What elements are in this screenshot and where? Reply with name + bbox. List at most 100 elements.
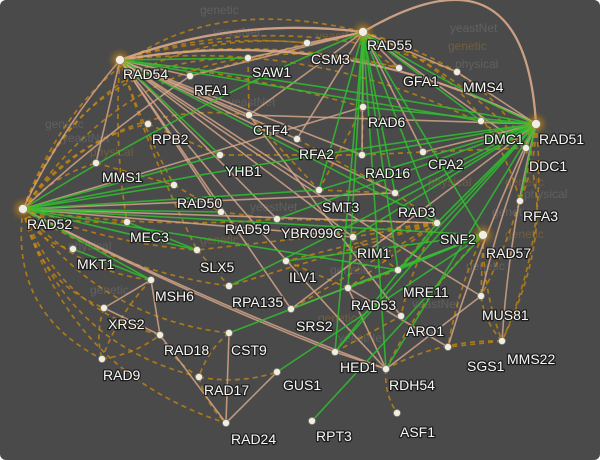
node-RAD17[interactable] bbox=[195, 373, 203, 381]
edge-RAD54-RAD51[interactable] bbox=[119, 59, 537, 125]
edge-RAD52-GFA1[interactable] bbox=[22, 53, 400, 210]
node-RFA2[interactable] bbox=[293, 135, 301, 143]
edge-RAD52-RAD6[interactable] bbox=[22, 106, 364, 210]
node-RAD53[interactable] bbox=[344, 284, 352, 292]
edge-RAD54-SRS2[interactable] bbox=[119, 59, 292, 310]
node-MUS81[interactable] bbox=[477, 292, 485, 300]
node-SGS1[interactable] bbox=[444, 343, 452, 351]
edge-RAD51-MRE11[interactable] bbox=[397, 123, 537, 271]
edge-RDH54-MUS81[interactable] bbox=[385, 295, 482, 370]
edge-RAD55-RAD3[interactable] bbox=[362, 31, 396, 194]
edge-RIM1-MRE11[interactable] bbox=[352, 236, 399, 271]
edge-RAD55-DMC1[interactable] bbox=[362, 31, 482, 122]
edge-RAD54-SLX5[interactable] bbox=[119, 59, 198, 251]
node-MMS4[interactable] bbox=[453, 68, 461, 76]
edge-HED1-RDH54[interactable] bbox=[334, 351, 387, 370]
edge-MKT1-MSH6[interactable] bbox=[72, 248, 152, 281]
node-RDH54[interactable] bbox=[382, 365, 390, 373]
edge-SLX5-RPA135[interactable] bbox=[196, 249, 230, 287]
edge-RAD51-MMS22[interactable] bbox=[501, 123, 537, 342]
node-RPA135[interactable] bbox=[225, 282, 233, 290]
node-XRS2[interactable] bbox=[100, 304, 108, 312]
edge-RAD51-SNF2[interactable] bbox=[436, 123, 537, 224]
edge-RAD51-MMS4[interactable] bbox=[456, 71, 537, 125]
edge-RDH54-RAD53[interactable] bbox=[347, 287, 387, 370]
edge-RAD18-RAD24[interactable] bbox=[159, 334, 227, 424]
edge-HED1-ARO1[interactable] bbox=[334, 315, 402, 353]
edge-RAD52-MSH6[interactable] bbox=[22, 208, 152, 281]
edge-CTF4-SMT3[interactable] bbox=[248, 114, 320, 191]
edge-RAD51-MMS22[interactable] bbox=[501, 123, 540, 342]
edge-RAD55-RDH54[interactable] bbox=[362, 31, 387, 370]
node-RIM1[interactable] bbox=[349, 233, 357, 241]
node-RPT3[interactable] bbox=[308, 417, 316, 425]
edge-RAD51-SRS2[interactable] bbox=[290, 123, 537, 310]
edge-HED1-SNF2[interactable] bbox=[334, 222, 438, 353]
edge-RAD52-SNF2[interactable] bbox=[22, 208, 438, 224]
edge-RAD52-YHB1[interactable] bbox=[22, 154, 221, 210]
edge-RAD55-RAD53[interactable] bbox=[347, 31, 364, 289]
edge-RAD51-CTF4[interactable] bbox=[248, 114, 537, 125]
edge-RAD54-MEC3[interactable] bbox=[117, 59, 128, 223]
edge-RAD52-RAD55[interactable] bbox=[22, 31, 364, 210]
edge-RAD55-MMS4[interactable] bbox=[362, 31, 458, 73]
edge-RAD52-MRE11[interactable] bbox=[22, 208, 399, 271]
node-RAD24[interactable] bbox=[222, 419, 230, 427]
node-MMS22[interactable] bbox=[498, 337, 506, 345]
edge-MSH6-RAD18[interactable] bbox=[150, 279, 161, 336]
edge-RFA2-RAD3[interactable] bbox=[296, 138, 396, 194]
edge-RAD17-GUS1[interactable] bbox=[198, 371, 278, 381]
node-RAD9[interactable] bbox=[98, 355, 106, 363]
node-MKT1[interactable] bbox=[69, 245, 77, 253]
node-DDC1[interactable] bbox=[522, 144, 530, 152]
node-CPA2[interactable] bbox=[419, 148, 427, 156]
edge-RAD52-RAD3[interactable] bbox=[22, 192, 396, 210]
edge-SNF2-ILV1[interactable] bbox=[285, 222, 438, 262]
edge-RAD57-MMS22[interactable] bbox=[482, 234, 503, 342]
edge-RAD57-RPT3[interactable] bbox=[311, 234, 484, 422]
edge-RAD6-SMT3[interactable] bbox=[318, 106, 364, 191]
edge-RAD52-RFA1[interactable] bbox=[22, 75, 191, 210]
node-DMC1[interactable] bbox=[477, 117, 485, 125]
edge-RAD55-DDC1[interactable] bbox=[362, 31, 527, 149]
node-RAD57[interactable] bbox=[478, 230, 488, 240]
node-RAD59[interactable] bbox=[217, 208, 225, 216]
edge-MMS22-MUS81[interactable] bbox=[480, 295, 503, 342]
edge-RAD54-RAD55[interactable] bbox=[119, 26, 364, 62]
edge-RAD52-SMT3[interactable] bbox=[22, 189, 320, 210]
node-RAD16[interactable] bbox=[358, 151, 366, 159]
node-GFA1[interactable] bbox=[395, 64, 403, 72]
edge-RAD57-SGS1[interactable] bbox=[447, 234, 484, 348]
edge-RAD54-SNF2[interactable] bbox=[119, 59, 438, 224]
edge-RAD52-RIM1[interactable] bbox=[22, 208, 354, 238]
edge-RAD52-RAD57[interactable] bbox=[22, 208, 484, 236]
node-SNF2[interactable] bbox=[433, 219, 441, 227]
edge-RAD55-RAD51[interactable] bbox=[362, 0, 538, 125]
edge-CPA2-DDC1[interactable] bbox=[422, 147, 527, 153]
edge-RAD52-RAD51[interactable] bbox=[22, 123, 537, 210]
edge-RAD52-RPB2[interactable] bbox=[22, 123, 149, 210]
edge-RDH54-ASF1[interactable] bbox=[384, 368, 398, 414]
edge-CST9-RAD17[interactable] bbox=[198, 332, 230, 378]
edge-MEC3-SLX5[interactable] bbox=[126, 221, 198, 251]
node-RPB2[interactable] bbox=[144, 120, 152, 128]
edge-RAD52-RAD55[interactable] bbox=[22, 18, 364, 210]
edge-RAD54-DMC1[interactable] bbox=[119, 59, 482, 122]
edge-RAD51-CPA2[interactable] bbox=[422, 123, 537, 153]
node-CTF4[interactable] bbox=[245, 111, 253, 119]
node-MEC3[interactable] bbox=[123, 218, 131, 226]
edge-RAD52-CTF4[interactable] bbox=[22, 111, 250, 210]
edge-RAD51-SMT3[interactable] bbox=[318, 123, 537, 191]
edge-SNF2-SLX5[interactable] bbox=[196, 222, 438, 251]
edge-RAD55-SMT3[interactable] bbox=[318, 31, 364, 191]
edge-RAD54-RAD16[interactable] bbox=[119, 59, 363, 156]
edge-RAD52-XRS2[interactable] bbox=[22, 208, 105, 309]
node-ASF1[interactable] bbox=[393, 409, 401, 417]
edge-RAD51-RAD16[interactable] bbox=[361, 123, 537, 156]
edge-RAD54-SMT3[interactable] bbox=[119, 59, 320, 191]
edge-RAD54-MMS4[interactable] bbox=[119, 34, 458, 73]
node-RAD51[interactable] bbox=[531, 119, 541, 129]
edge-RAD51-RAD3[interactable] bbox=[394, 123, 537, 194]
node-RFA1[interactable] bbox=[186, 72, 194, 80]
